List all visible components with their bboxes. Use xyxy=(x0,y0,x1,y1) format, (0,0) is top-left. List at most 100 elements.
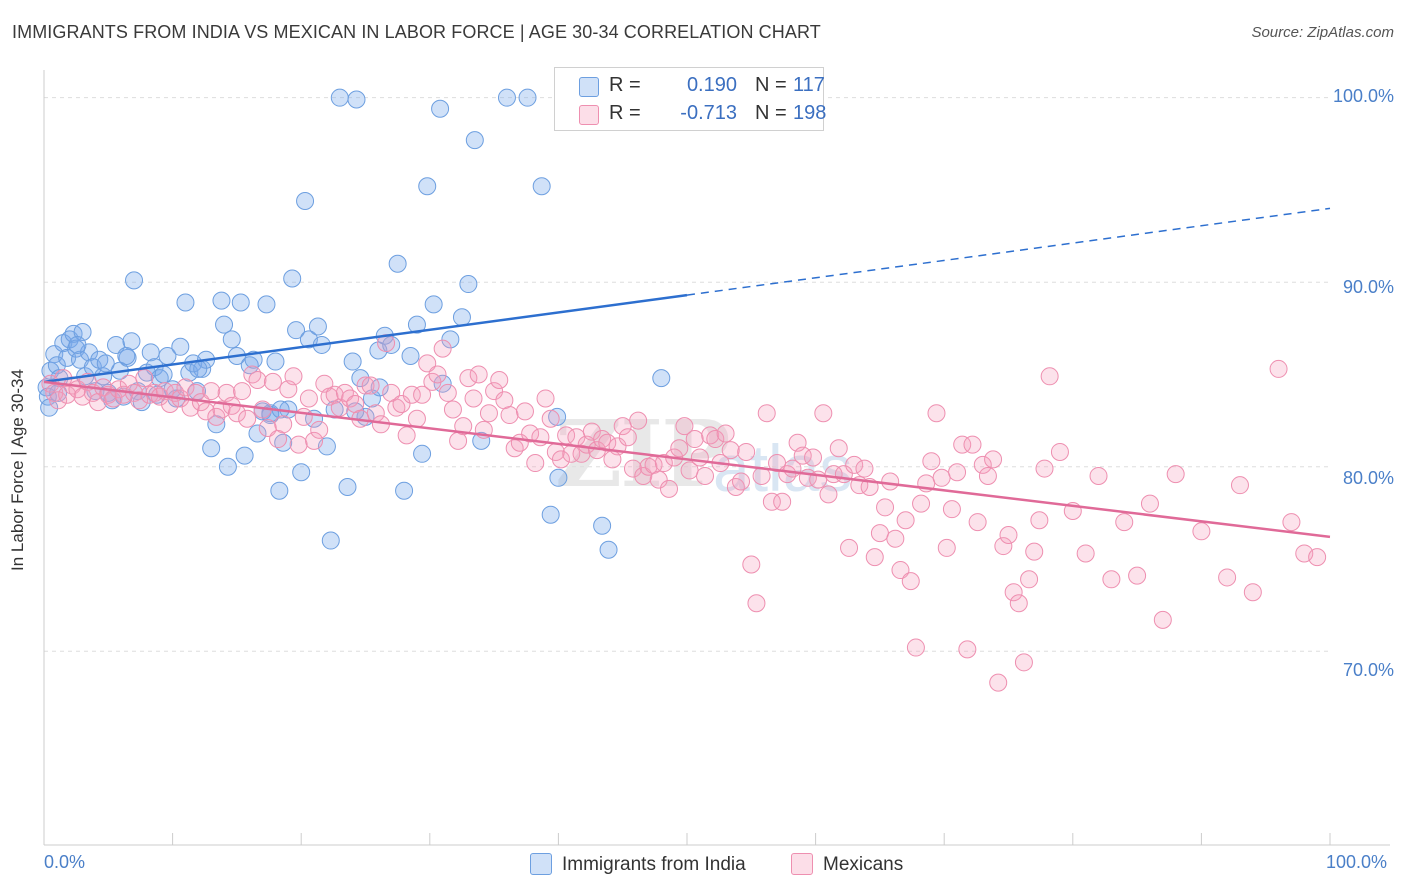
mexicans-point xyxy=(685,430,704,449)
india-point xyxy=(407,315,426,334)
mexicans-point xyxy=(1166,465,1185,484)
mexicans-point xyxy=(814,404,833,423)
india-point xyxy=(431,99,450,118)
mexicans-point xyxy=(130,391,149,410)
india-point xyxy=(343,352,362,371)
legend-r-value: -0.713 xyxy=(680,102,737,124)
mexicans-point xyxy=(690,448,709,467)
mexicans-point xyxy=(1192,522,1211,541)
india-point xyxy=(401,347,420,366)
mexicans-point xyxy=(922,452,941,471)
india-point xyxy=(117,347,136,366)
mexicans-point xyxy=(413,385,432,404)
mexicans-point xyxy=(968,513,987,532)
mexicans-point xyxy=(984,450,1003,469)
mexicans-point xyxy=(618,428,637,447)
india-point xyxy=(222,330,241,349)
india-point xyxy=(549,468,568,487)
mexicans-point xyxy=(397,426,416,445)
india-point xyxy=(599,540,618,559)
india-point xyxy=(321,531,340,550)
mexicans-point xyxy=(464,389,483,408)
mexicans-point xyxy=(212,400,231,419)
mexicans-point xyxy=(629,411,648,430)
india-point xyxy=(292,463,311,482)
mexicans-point xyxy=(912,494,931,513)
india-swatch-icon xyxy=(530,853,552,875)
mexicans-point xyxy=(958,640,977,659)
mexicans-point xyxy=(773,492,792,511)
mexicans-point xyxy=(197,402,216,421)
y-tick-label-90: 90.0% xyxy=(1342,277,1394,297)
india-point xyxy=(235,446,254,465)
india-point xyxy=(125,271,144,290)
india-point xyxy=(80,343,99,362)
india-point xyxy=(388,254,407,273)
mexicans-point xyxy=(186,383,205,402)
mexicans-point xyxy=(953,435,972,454)
legend-n-label: N = xyxy=(755,74,787,96)
mexicans-point xyxy=(438,383,457,402)
mexicans-point xyxy=(696,466,715,485)
mexicans-point xyxy=(870,524,889,543)
legend-item-india[interactable]: Immigrants from India xyxy=(530,853,746,876)
y-tick-label-70: 70.0% xyxy=(1342,660,1394,680)
mexicans-point xyxy=(1035,459,1054,478)
india-point xyxy=(548,407,567,426)
india-trend-line-extension xyxy=(686,207,1331,296)
mexicans-point xyxy=(901,572,920,591)
mexicans-point xyxy=(891,561,910,580)
y-tick-label-80: 80.0% xyxy=(1342,468,1394,488)
mexicans-point xyxy=(356,376,375,395)
mexicans-point xyxy=(1050,442,1069,461)
mexicans-point xyxy=(654,454,673,473)
mexicans-point xyxy=(593,430,612,449)
mexicans-point xyxy=(1153,610,1172,629)
mexicans-point xyxy=(294,407,313,426)
mexicans-point xyxy=(942,500,961,519)
mexicans-point xyxy=(932,468,951,487)
mexicans-point xyxy=(299,389,318,408)
mexicans-point xyxy=(233,382,252,401)
mexicans-point xyxy=(762,492,781,511)
mexicans-point xyxy=(1230,476,1249,495)
india-point xyxy=(107,335,126,354)
mexicans-point xyxy=(845,455,864,474)
mexicans-point xyxy=(937,538,956,557)
mexicans-point xyxy=(963,435,982,454)
mexicans-point xyxy=(479,404,498,423)
legend-item-mexicans[interactable]: Mexicans xyxy=(791,853,903,876)
mexicans-point xyxy=(721,441,740,460)
mexicans-point xyxy=(757,404,776,423)
mexicans-point xyxy=(361,376,380,395)
mexicans-point xyxy=(1076,544,1095,563)
india-point xyxy=(347,90,366,109)
india-point xyxy=(370,378,389,397)
mexicans-point xyxy=(659,479,678,498)
mexicans-point xyxy=(716,424,735,443)
india-point xyxy=(593,516,612,535)
legend-r-label: R = xyxy=(609,74,641,96)
mexicans-point xyxy=(49,391,68,410)
india-point xyxy=(532,177,551,196)
mexicans-point xyxy=(248,371,267,389)
mexicans-point xyxy=(906,638,925,657)
mexicans-swatch-icon xyxy=(579,105,599,125)
mexicans-point xyxy=(927,404,946,423)
mexicans-point xyxy=(1243,583,1262,602)
india-point xyxy=(270,481,289,500)
legend-n-label: N = xyxy=(755,102,787,124)
legend-label-mexicans: Mexicans xyxy=(823,854,904,875)
mexicans-point xyxy=(202,382,221,401)
mexicans-point xyxy=(305,431,324,450)
mexicans-point xyxy=(443,400,462,419)
india-point xyxy=(154,365,173,384)
mexicans-point xyxy=(881,472,900,491)
india-point xyxy=(64,324,83,343)
india-point xyxy=(215,315,234,334)
mexicans-point xyxy=(1269,359,1288,378)
legend-n-value: 117 xyxy=(793,74,825,96)
correlation-legend: R = 0.190 N = 117 R = -0.713 N = 198 xyxy=(554,67,826,131)
source-label: Source: ZipAtlas.com xyxy=(1251,24,1394,41)
mexicans-point xyxy=(623,459,642,478)
